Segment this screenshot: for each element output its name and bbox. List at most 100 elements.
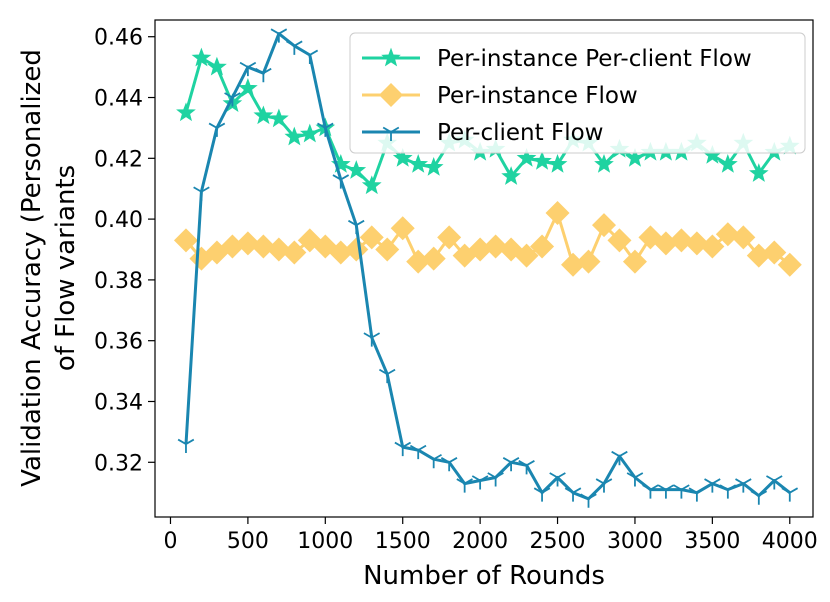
data-point-series-2-2100 <box>483 234 508 259</box>
legend-label-1: Per-instance Per-client Flow <box>437 46 752 72</box>
x-tick-label-1500: 1500 <box>375 529 431 554</box>
series-3 <box>177 28 799 508</box>
legend-marker-2 <box>379 83 403 107</box>
data-point-series-3-2700 <box>580 493 597 508</box>
data-point-series-2-3600 <box>715 222 740 247</box>
data-point-series-3-1500 <box>394 441 411 457</box>
data-point-series-2-3300 <box>669 228 694 253</box>
data-point-series-2-1800 <box>437 225 462 250</box>
data-point-series-3-1900 <box>456 478 473 493</box>
data-point-series-3-1300 <box>363 332 381 347</box>
data-point-series-1-800 <box>284 126 305 146</box>
data-point-series-3-3200 <box>657 484 675 499</box>
data-point-series-3-600 <box>255 67 272 83</box>
data-point-series-2-1100 <box>328 240 353 265</box>
data-point-series-2-3700 <box>731 225 756 250</box>
data-point-series-3-1200 <box>347 219 365 235</box>
y-tick-label-0.44: 0.44 <box>94 87 143 112</box>
data-point-series-2-3800 <box>746 243 771 268</box>
data-point-series-2-2500 <box>545 201 570 226</box>
data-point-series-2-2300 <box>514 243 539 268</box>
series-2 <box>173 201 802 277</box>
data-point-series-3-800 <box>286 40 303 55</box>
data-point-series-2-1300 <box>359 225 384 250</box>
y-tick-label-0.38: 0.38 <box>94 269 143 294</box>
data-point-series-1-2300 <box>516 147 537 167</box>
y-axis-label: Validation Accuracy (Personalized of Flo… <box>17 49 81 487</box>
data-point-series-3-2500 <box>549 472 566 487</box>
data-point-series-3-3600 <box>719 484 737 499</box>
data-point-series-3-1800 <box>440 457 458 472</box>
legend-label-3: Per-client Flow <box>437 120 603 146</box>
data-point-series-2-400 <box>220 234 245 259</box>
data-point-series-3-1400 <box>378 368 396 384</box>
y-tick-label-0.42: 0.42 <box>94 147 143 172</box>
data-point-series-3-1600 <box>409 444 427 460</box>
y-axis-label-line-2: of Flow variants <box>51 165 81 371</box>
legend-box <box>349 32 806 154</box>
data-point-series-2-3400 <box>684 231 709 256</box>
data-point-series-1-3800 <box>748 163 769 182</box>
data-point-series-1-2500 <box>547 154 568 173</box>
data-point-series-3-2200 <box>502 457 520 472</box>
data-point-series-2-1700 <box>421 246 446 271</box>
data-point-series-3-3900 <box>766 475 783 490</box>
data-point-series-3-2100 <box>487 472 504 487</box>
data-point-series-3-1000 <box>317 122 334 137</box>
y-tick-label-0.36: 0.36 <box>94 330 143 355</box>
x-axis-label: Number of Rounds <box>363 561 605 591</box>
x-tick-label-2000: 2000 <box>452 529 508 554</box>
data-point-series-3-2800 <box>595 478 613 493</box>
x-tick-label-2500: 2500 <box>530 529 586 554</box>
x-tick-label-4000: 4000 <box>762 529 818 554</box>
y-tick-label-0.46: 0.46 <box>94 26 143 51</box>
data-point-series-3-3500 <box>704 478 721 493</box>
data-point-series-2-2400 <box>530 234 555 259</box>
data-point-series-2-1200 <box>344 237 369 262</box>
legend-marker-1 <box>381 47 401 67</box>
data-point-series-2-3000 <box>622 249 647 274</box>
data-point-series-3-3000 <box>626 472 644 487</box>
legend: Per-instance Per-client Flow Per-instance… <box>349 32 806 154</box>
data-point-series-2-700 <box>266 237 291 262</box>
data-point-series-2-1500 <box>390 216 415 241</box>
data-point-series-1-1600 <box>408 154 429 173</box>
series-line-3 <box>184 32 791 501</box>
data-point-series-3-700 <box>270 28 288 43</box>
data-point-series-3-3300 <box>673 484 690 499</box>
data-point-series-2-3900 <box>762 240 787 265</box>
x-tick-label-3500: 3500 <box>684 529 740 554</box>
data-point-series-3-2400 <box>533 487 551 502</box>
data-point-series-3-3400 <box>688 487 706 502</box>
data-point-series-2-2700 <box>576 249 601 274</box>
data-point-series-1-1500 <box>392 147 413 167</box>
data-point-series-2-2900 <box>607 228 632 253</box>
data-point-series-1-300 <box>207 56 227 76</box>
data-point-series-3-2300 <box>518 460 535 475</box>
y-tick-label-0.32: 0.32 <box>94 451 143 476</box>
data-point-series-1-700 <box>268 108 289 128</box>
x-tick-label-3000: 3000 <box>607 529 663 554</box>
y-tick-label-0.40: 0.40 <box>94 208 143 233</box>
data-point-series-1-200 <box>191 47 212 67</box>
data-point-series-2-100 <box>173 228 198 253</box>
data-point-series-1-2800 <box>594 154 614 173</box>
data-point-series-1-900 <box>299 123 320 143</box>
x-tick-label-500: 500 <box>227 529 269 554</box>
x-tick-label-1000: 1000 <box>297 529 353 554</box>
data-point-series-1-1700 <box>423 157 444 176</box>
data-point-series-3-100 <box>177 438 195 454</box>
data-point-series-3-2000 <box>471 475 489 490</box>
data-point-series-3-1100 <box>332 174 350 189</box>
data-point-series-1-1300 <box>361 175 382 195</box>
legend-entry-3: Per-client Flow <box>362 120 603 146</box>
data-point-series-2-600 <box>251 234 276 259</box>
data-point-series-2-2000 <box>468 237 493 262</box>
data-point-series-1-600 <box>253 105 274 125</box>
data-point-series-2-2800 <box>591 213 616 238</box>
series-layer <box>173 28 802 508</box>
data-point-series-3-3700 <box>735 478 752 493</box>
legend-marker-3 <box>382 126 400 141</box>
data-point-series-1-2200 <box>501 166 521 185</box>
